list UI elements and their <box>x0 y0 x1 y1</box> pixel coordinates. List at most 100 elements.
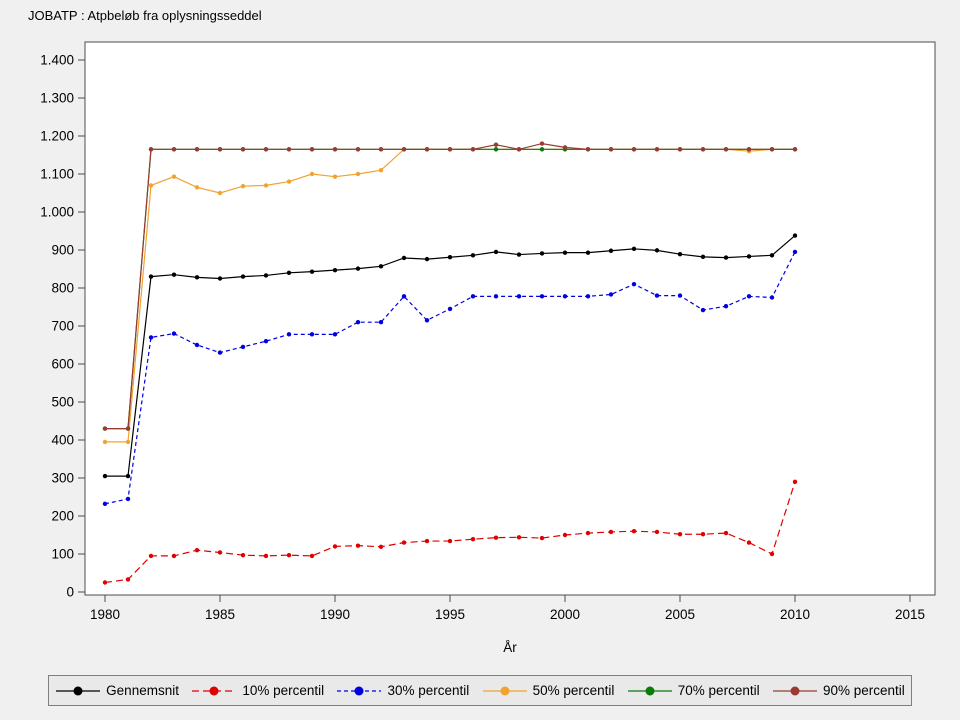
data-point-gennemsnit <box>631 246 637 252</box>
data-point-p70 <box>539 147 545 152</box>
y-tick-label: 0 <box>66 585 74 600</box>
data-point-p30 <box>493 294 499 299</box>
data-point-p30 <box>769 295 775 300</box>
y-tick-label: 1.300 <box>40 91 74 106</box>
data-point-p90 <box>286 147 292 152</box>
data-point-p10 <box>608 529 614 535</box>
data-point-p90 <box>516 147 522 152</box>
data-point-p10 <box>401 540 407 545</box>
data-point-p10 <box>723 530 729 536</box>
data-point-p50 <box>125 439 131 445</box>
data-point-p10 <box>539 535 545 541</box>
data-point-p90 <box>700 147 706 152</box>
plot-frame <box>84 41 936 596</box>
y-tick-label: 300 <box>51 471 74 486</box>
data-point-gennemsnit <box>309 269 315 274</box>
data-point-p10 <box>447 538 453 544</box>
legend-item-p90: 90% percentil <box>772 683 905 698</box>
y-tick-label: 400 <box>51 433 74 448</box>
data-point-p50 <box>355 171 361 177</box>
data-point-p50 <box>286 179 292 184</box>
data-point-p50 <box>263 183 269 188</box>
data-point-p10 <box>654 529 660 535</box>
data-point-p30 <box>401 294 407 299</box>
data-point-p10 <box>470 536 476 542</box>
legend-label-gennemsnit: Gennemsnit <box>106 683 179 698</box>
data-point-p50 <box>148 183 154 188</box>
data-point-p30 <box>125 496 131 502</box>
x-tick-label: 1980 <box>90 607 120 622</box>
chart-title: JOBATP : Atpbeløb fra oplysningsseddel <box>28 8 262 23</box>
data-point-p90 <box>447 147 453 152</box>
data-point-p50 <box>217 190 223 196</box>
data-point-p50 <box>332 174 338 179</box>
data-point-gennemsnit <box>746 254 752 259</box>
x-axis-label: År <box>503 640 517 655</box>
x-tick-label: 2015 <box>895 607 925 622</box>
data-point-gennemsnit <box>654 248 660 253</box>
legend-item-p50: 50% percentil <box>482 683 615 698</box>
data-point-gennemsnit <box>585 250 591 255</box>
data-point-p90 <box>539 141 545 146</box>
data-point-p10 <box>769 551 775 557</box>
data-point-gennemsnit <box>194 275 200 280</box>
data-point-p90 <box>470 147 476 152</box>
legend-marker-icon <box>772 686 817 695</box>
data-point-p90 <box>585 147 591 152</box>
data-point-gennemsnit <box>470 253 476 258</box>
x-tick-label: 2000 <box>550 607 580 622</box>
data-point-p10 <box>562 532 568 538</box>
data-point-p10 <box>148 553 154 559</box>
data-point-gennemsnit <box>240 274 246 279</box>
data-point-p30 <box>194 342 200 348</box>
data-point-p90 <box>654 147 660 152</box>
legend-item-gennemsnit: Gennemsnit <box>55 683 179 698</box>
legend-label-p30: 30% percentil <box>387 683 470 698</box>
data-point-gennemsnit <box>677 251 683 257</box>
data-point-p90 <box>493 142 499 147</box>
data-point-p10 <box>746 540 752 545</box>
legend: Gennemsnit 10% percentil 30% percentil 50% … <box>48 675 912 706</box>
data-point-p50 <box>309 171 315 177</box>
data-point-gennemsnit <box>562 250 568 255</box>
y-tick-label: 1.100 <box>40 167 74 182</box>
legend-label-p70: 70% percentil <box>677 683 760 698</box>
legend-item-p30: 30% percentil <box>336 683 469 698</box>
data-point-p30 <box>263 339 269 344</box>
data-point-gennemsnit <box>125 473 131 479</box>
data-point-p30 <box>217 350 223 355</box>
data-point-p90 <box>102 426 108 431</box>
data-point-gennemsnit <box>539 251 545 256</box>
legend-item-p70: 70% percentil <box>627 683 760 698</box>
data-point-p90 <box>401 147 407 152</box>
data-point-p10 <box>493 535 499 540</box>
data-point-p30 <box>792 249 798 255</box>
legend-marker-icon <box>192 686 237 695</box>
data-point-p10 <box>792 479 798 484</box>
legend-label-p50: 50% percentil <box>532 683 615 698</box>
data-point-p10 <box>378 544 384 549</box>
data-point-p90 <box>677 147 683 152</box>
data-point-p30 <box>102 501 108 507</box>
y-tick-label: 1.200 <box>40 129 74 144</box>
data-point-p10 <box>516 535 522 540</box>
data-point-gennemsnit <box>401 255 407 261</box>
data-point-p10 <box>332 544 338 549</box>
data-point-p90 <box>746 147 752 152</box>
data-point-gennemsnit <box>102 473 108 479</box>
legend-marker-icon <box>627 686 672 695</box>
data-point-p90 <box>608 147 614 152</box>
x-tick-label: 2005 <box>665 607 695 622</box>
data-point-p30 <box>424 318 430 323</box>
y-tick-label: 800 <box>51 281 74 296</box>
data-point-p90 <box>148 147 154 152</box>
data-point-p90 <box>355 147 361 152</box>
legend-label-p90: 90% percentil <box>822 683 905 698</box>
y-tick-label: 700 <box>51 319 74 334</box>
data-point-p90 <box>309 147 315 152</box>
data-point-p90 <box>263 147 269 152</box>
data-point-p90 <box>240 147 246 152</box>
data-point-p10 <box>677 532 683 537</box>
data-point-p90 <box>332 147 338 152</box>
y-tick-label: 200 <box>51 509 74 524</box>
